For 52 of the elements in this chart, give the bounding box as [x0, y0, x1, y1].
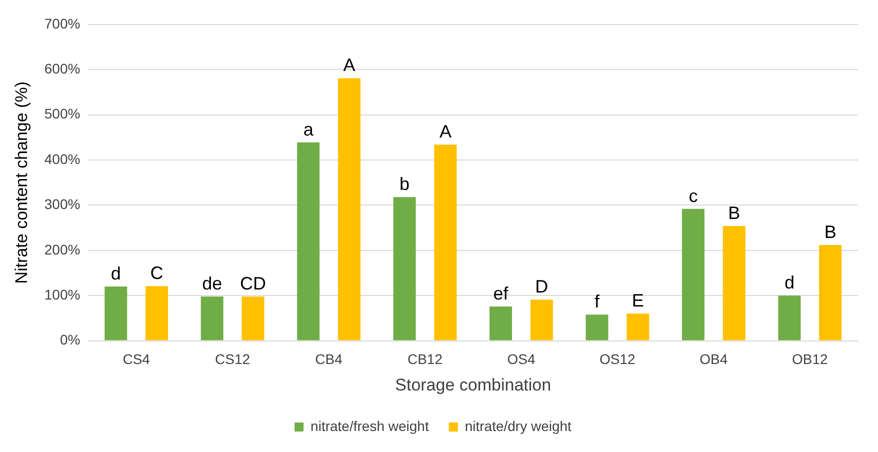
y-tick-label: 0%: [60, 332, 80, 348]
y-axis-title: Nitrate content change (%): [12, 81, 31, 284]
bar: [490, 306, 512, 340]
data-label: B: [728, 202, 740, 223]
x-tick-label: OB12: [792, 351, 828, 368]
y-tick-label: 100%: [44, 286, 80, 302]
x-tick-label: OS4: [507, 351, 536, 368]
data-label: A: [343, 55, 356, 76]
data-label: d: [784, 272, 794, 293]
x-tick-label: CB12: [407, 351, 443, 368]
bar: [146, 286, 168, 340]
legend-label: nitrate/fresh weight: [310, 418, 429, 434]
x-axis-title: Storage combination: [395, 375, 552, 394]
bar: [586, 314, 608, 340]
bar: [104, 286, 128, 340]
bar: [338, 78, 360, 340]
bar: [626, 314, 650, 340]
x-tick-label: OS12: [600, 351, 636, 368]
x-tick-label: OB4: [700, 351, 728, 368]
x-tick-label: CB4: [315, 351, 343, 368]
bar: [393, 197, 416, 340]
x-tick-label: CS12: [215, 351, 250, 368]
data-label: C: [150, 263, 164, 284]
data-label: d: [110, 264, 121, 284]
data-label: E: [632, 290, 644, 311]
data-label: c: [688, 186, 698, 206]
y-tick-label: 700%: [44, 15, 80, 32]
data-label: b: [400, 174, 410, 194]
data-label: D: [535, 276, 548, 297]
bar: [819, 244, 842, 340]
y-tick-label: 500%: [44, 106, 80, 122]
y-tick-label: 300%: [44, 196, 80, 212]
bar: [297, 142, 320, 340]
data-label: f: [594, 292, 600, 312]
y-tick-label: 400%: [44, 150, 80, 167]
bar: [722, 226, 746, 340]
legend-label: nitrate/dry weight: [464, 418, 572, 434]
data-label: a: [303, 119, 314, 140]
y-tick-label: 600%: [44, 60, 80, 76]
data-label: ef: [493, 283, 510, 304]
y-tick-label: 200%: [44, 241, 80, 258]
data-label: B: [824, 222, 836, 242]
bar: [530, 300, 553, 340]
bar: [682, 208, 704, 340]
bar: [434, 144, 457, 340]
data-label: de: [202, 273, 222, 294]
bar: [242, 296, 264, 340]
bar: [778, 296, 801, 340]
bar: [200, 296, 224, 340]
x-tick-label: CS4: [122, 351, 150, 368]
data-label: CD: [240, 273, 266, 294]
data-label: A: [439, 122, 452, 142]
